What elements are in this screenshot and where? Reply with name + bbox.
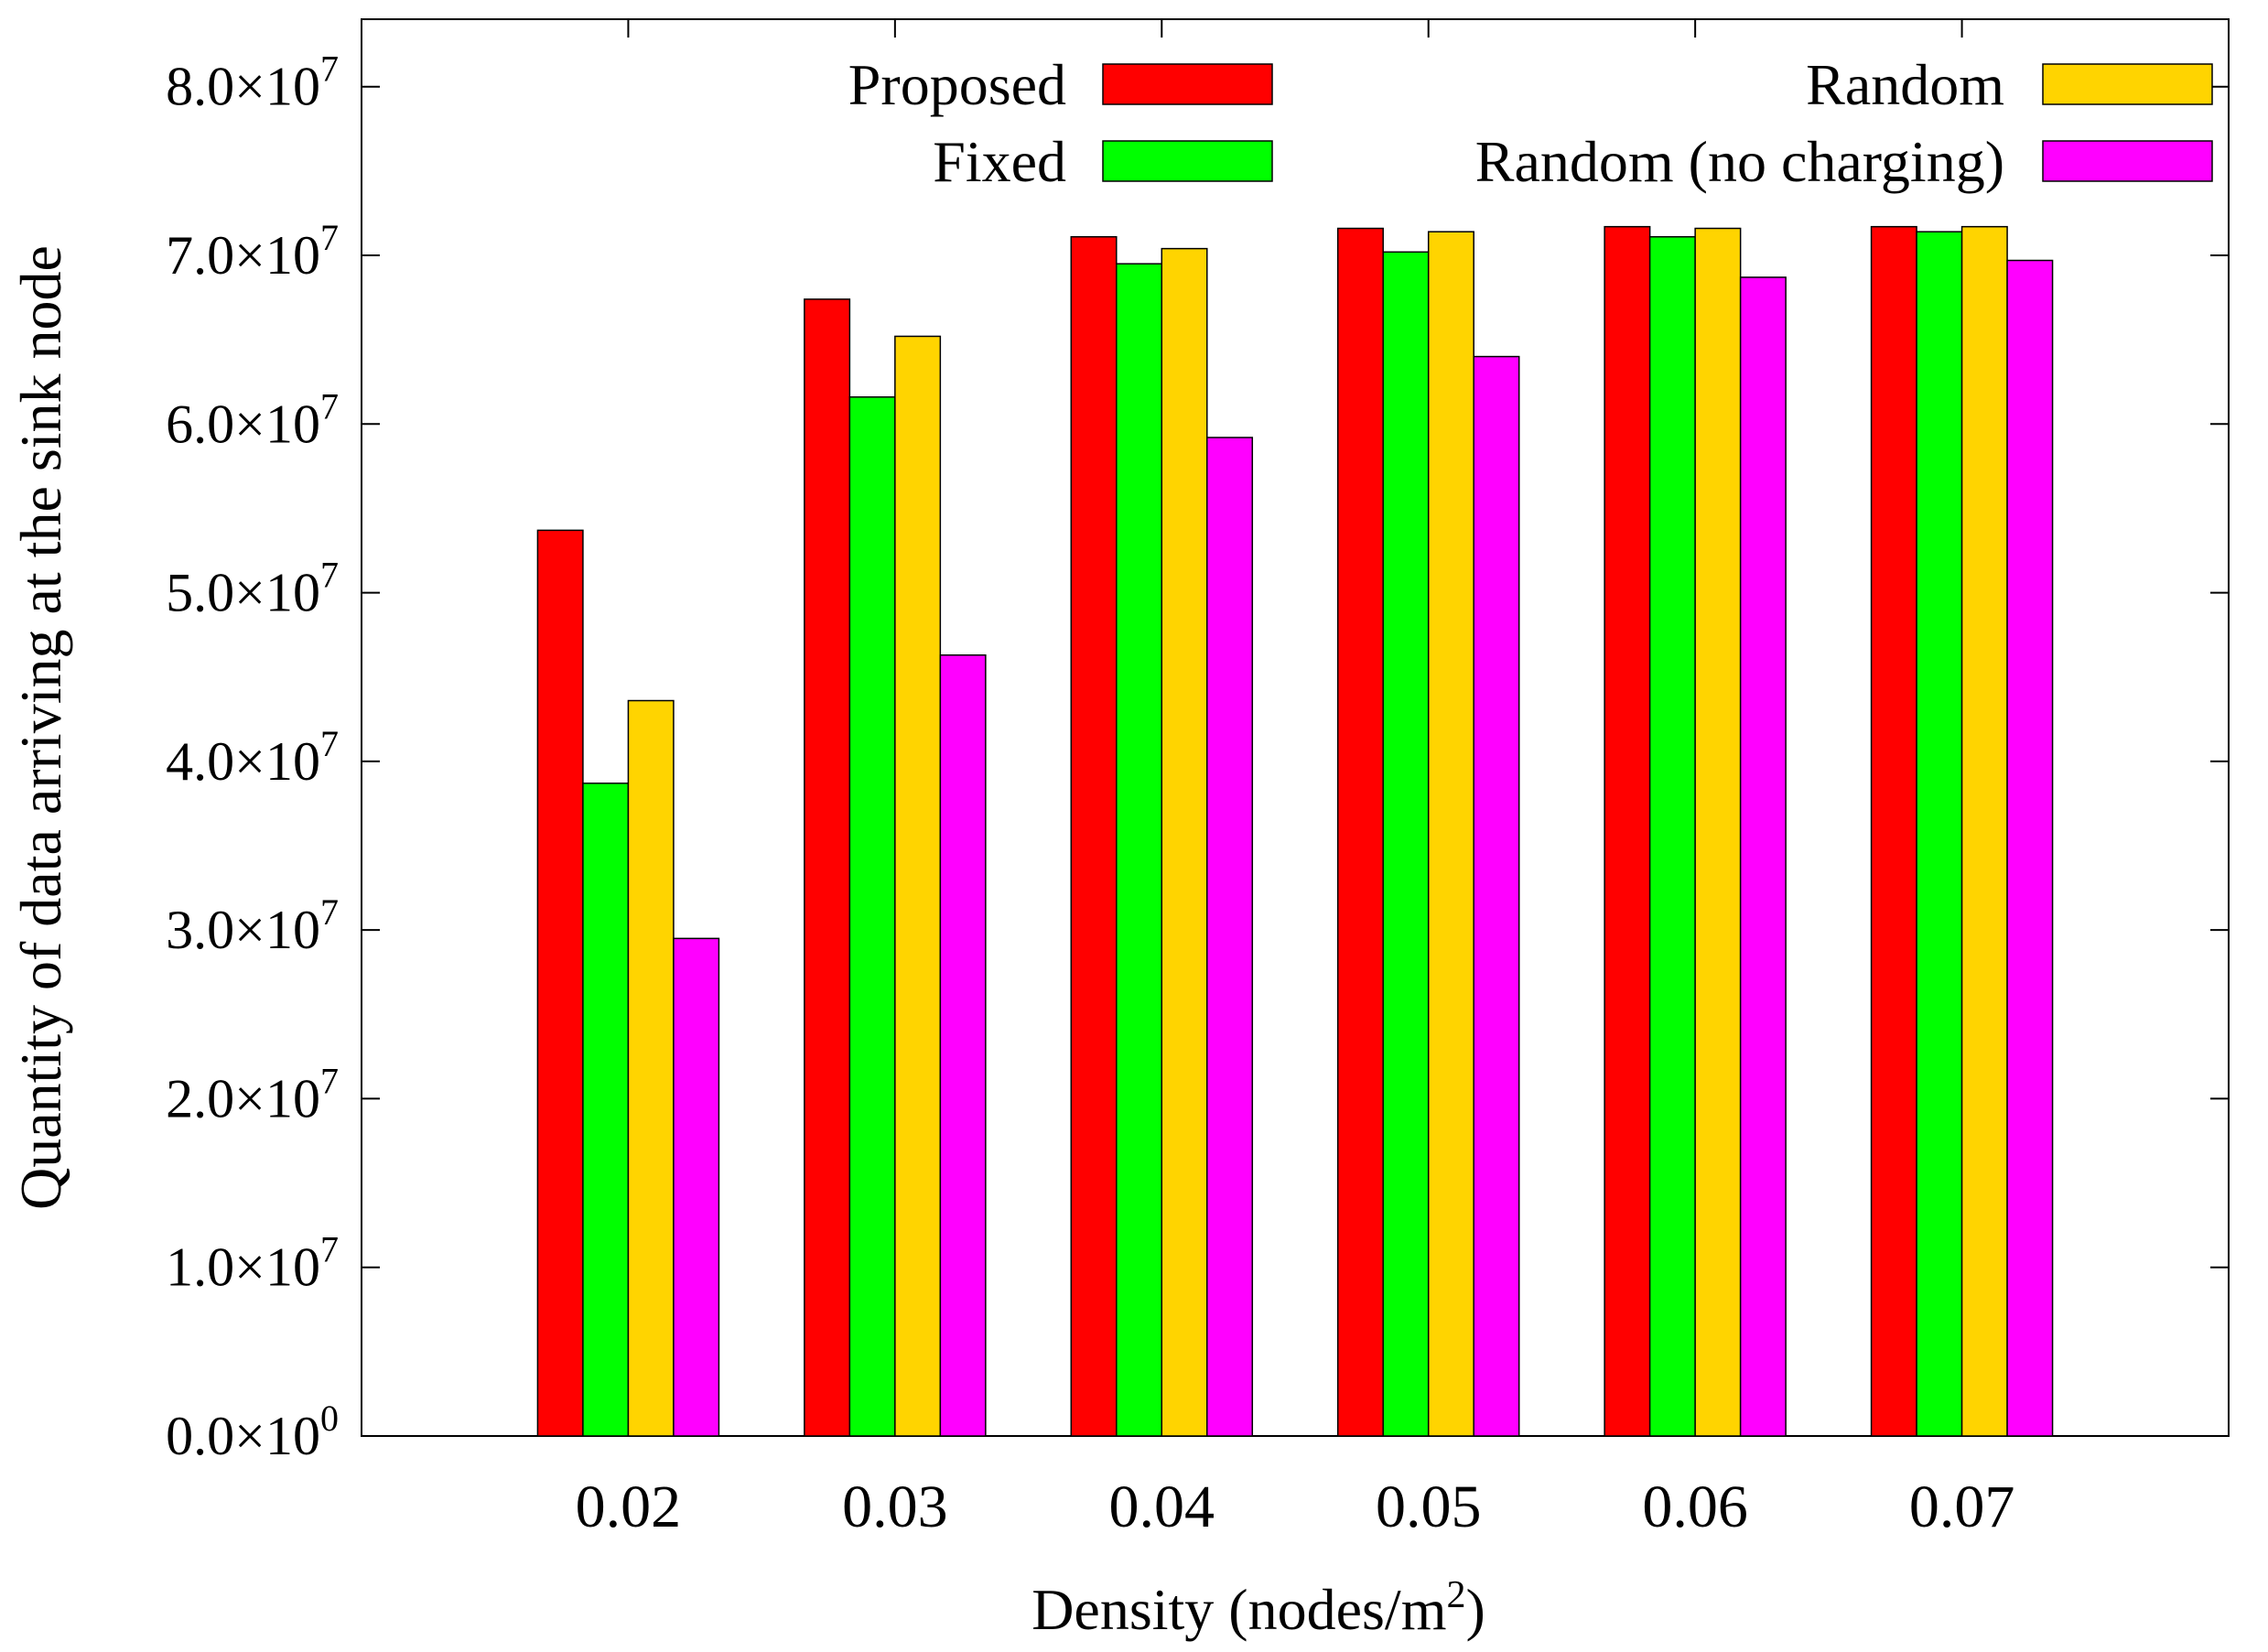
bar [627, 699, 675, 1437]
bar [2006, 259, 2054, 1437]
x-tick-label: 0.05 [1376, 1474, 1482, 1540]
legend-label: Proposed [848, 52, 1066, 117]
x-axis: 0.02 0.03 0.04 0.05 0.06 0.07 [576, 19, 2015, 1540]
bar [1161, 247, 1208, 1437]
legend-label: Random (no charging) [1475, 129, 2004, 194]
y-tick-label: 1.0×107 [166, 1229, 339, 1298]
legend-swatch [2042, 140, 2213, 182]
legend-swatch [2042, 63, 2213, 105]
plot-frame [361, 18, 2230, 1437]
y-tick-label: 6.0×107 [166, 385, 339, 454]
legend: Proposed Fixed Random Random (no charging) [848, 52, 2213, 194]
y-axis: 0.0×100 1.0×107 2.0×107 3.0×107 4.0×107 5.0×1… [166, 49, 2229, 1466]
bar [1206, 437, 1254, 1437]
y-tick-label: 0.0×100 [166, 1398, 339, 1466]
bar [1648, 235, 1696, 1437]
bar-series [536, 225, 2054, 1437]
legend-swatch [1102, 63, 1273, 105]
y-tick-label: 3.0×107 [166, 891, 339, 960]
bar [1473, 355, 1520, 1437]
y-tick-label: 4.0×107 [166, 723, 339, 792]
bar [939, 654, 987, 1437]
legend-label: Fixed [933, 129, 1066, 194]
bar [1116, 263, 1163, 1437]
x-tick-label: 0.04 [1109, 1474, 1215, 1540]
bar [1427, 231, 1474, 1437]
bar [1382, 251, 1430, 1437]
y-tick-label: 5.0×107 [166, 555, 339, 623]
bar [848, 396, 896, 1437]
bar [1070, 235, 1118, 1437]
bar [1739, 276, 1787, 1437]
bar [1336, 227, 1384, 1437]
y-tick-label: 2.0×107 [166, 1060, 339, 1128]
x-tick-label: 0.07 [1909, 1474, 2015, 1540]
bar [1960, 225, 2008, 1437]
y-tick-label: 8.0×107 [166, 49, 339, 117]
bar [582, 783, 630, 1437]
bar [1916, 231, 1963, 1437]
bar [804, 298, 851, 1437]
x-axis-label: Density (nodes/m2) [1031, 1574, 1485, 1642]
x-tick-label: 0.03 [842, 1474, 948, 1540]
bar [1694, 227, 1742, 1437]
legend-label: Random [1806, 52, 2004, 117]
bar [894, 335, 942, 1437]
bar [536, 529, 584, 1437]
bar [1604, 225, 1651, 1437]
x-tick-label: 0.02 [576, 1474, 682, 1540]
bar [673, 937, 720, 1437]
y-axis-label: Quantity of data arriving at the sink no… [8, 245, 73, 1210]
y-tick-label: 7.0×107 [166, 217, 339, 286]
legend-swatch [1102, 140, 1273, 182]
bar [1870, 225, 1917, 1437]
x-tick-label: 0.06 [1642, 1474, 1748, 1540]
